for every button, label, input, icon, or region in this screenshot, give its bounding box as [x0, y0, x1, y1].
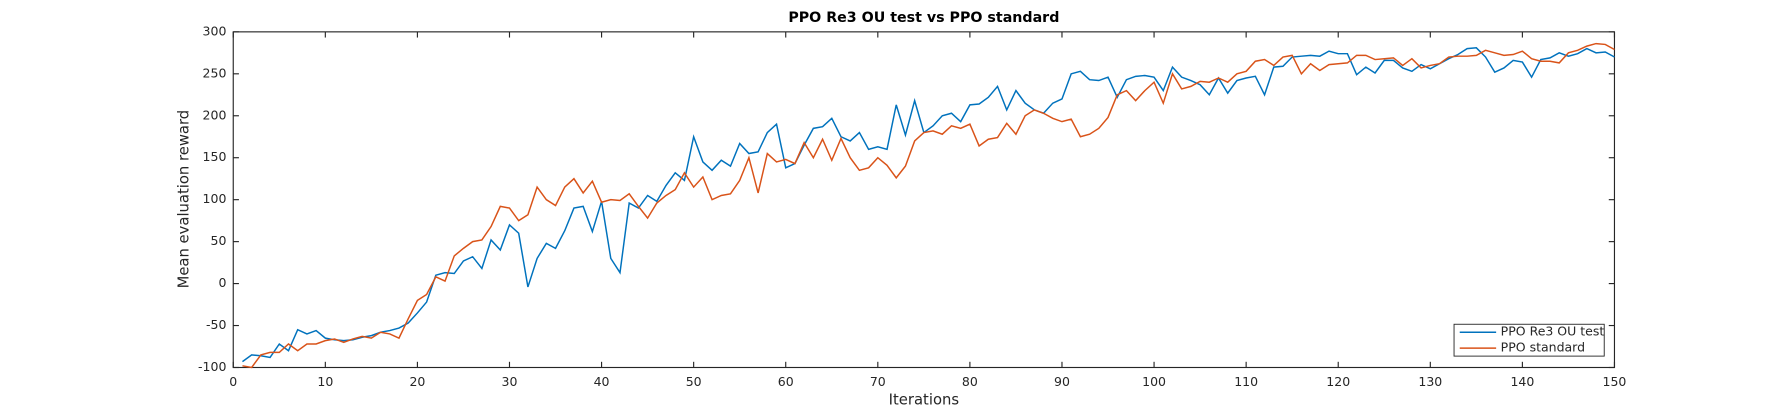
- y-tick-label: 50: [211, 233, 227, 248]
- y-axis-label: Mean evaluation reward: [175, 110, 192, 289]
- y-tick-label: 150: [203, 149, 227, 164]
- x-tick-label: 120: [1326, 374, 1350, 389]
- x-tick-label: 30: [502, 374, 518, 389]
- series-line: [242, 47, 1615, 363]
- x-tick-label: 20: [409, 374, 425, 389]
- x-tick-label: 50: [686, 374, 702, 389]
- y-tick-label: 100: [203, 191, 227, 206]
- x-tick-label: 10: [317, 374, 333, 389]
- x-tick-label: 110: [1234, 374, 1258, 389]
- legend-box: [1453, 323, 1605, 357]
- y-tick-label: 250: [203, 65, 227, 80]
- x-tick-label: 90: [1054, 374, 1070, 389]
- y-tick-label: 0: [218, 275, 226, 290]
- x-tick-label: 40: [594, 374, 610, 389]
- x-tick-label: 100: [1142, 374, 1166, 389]
- x-tick-label: 80: [962, 374, 978, 389]
- x-tick-label: 150: [1603, 374, 1627, 389]
- x-tick-label: 140: [1510, 374, 1534, 389]
- x-tick-label: 60: [778, 374, 794, 389]
- y-tick-label: 200: [203, 107, 227, 122]
- x-axis-label: Iterations: [889, 391, 959, 408]
- x-tick-label: 0: [229, 374, 237, 389]
- x-tick-label: 70: [870, 374, 886, 389]
- y-tick-label: -100: [198, 359, 226, 374]
- y-tick-label: -50: [206, 317, 226, 332]
- y-tick-label: 300: [203, 23, 227, 38]
- legend-label: PPO Re3 OU test: [1501, 324, 1605, 339]
- x-tick-label: 130: [1418, 374, 1442, 389]
- axes-box: [232, 31, 1616, 369]
- series-line: [242, 42, 1615, 369]
- legend-label: PPO standard: [1501, 340, 1585, 355]
- chart-title: PPO Re3 OU test vs PPO standard: [788, 10, 1059, 26]
